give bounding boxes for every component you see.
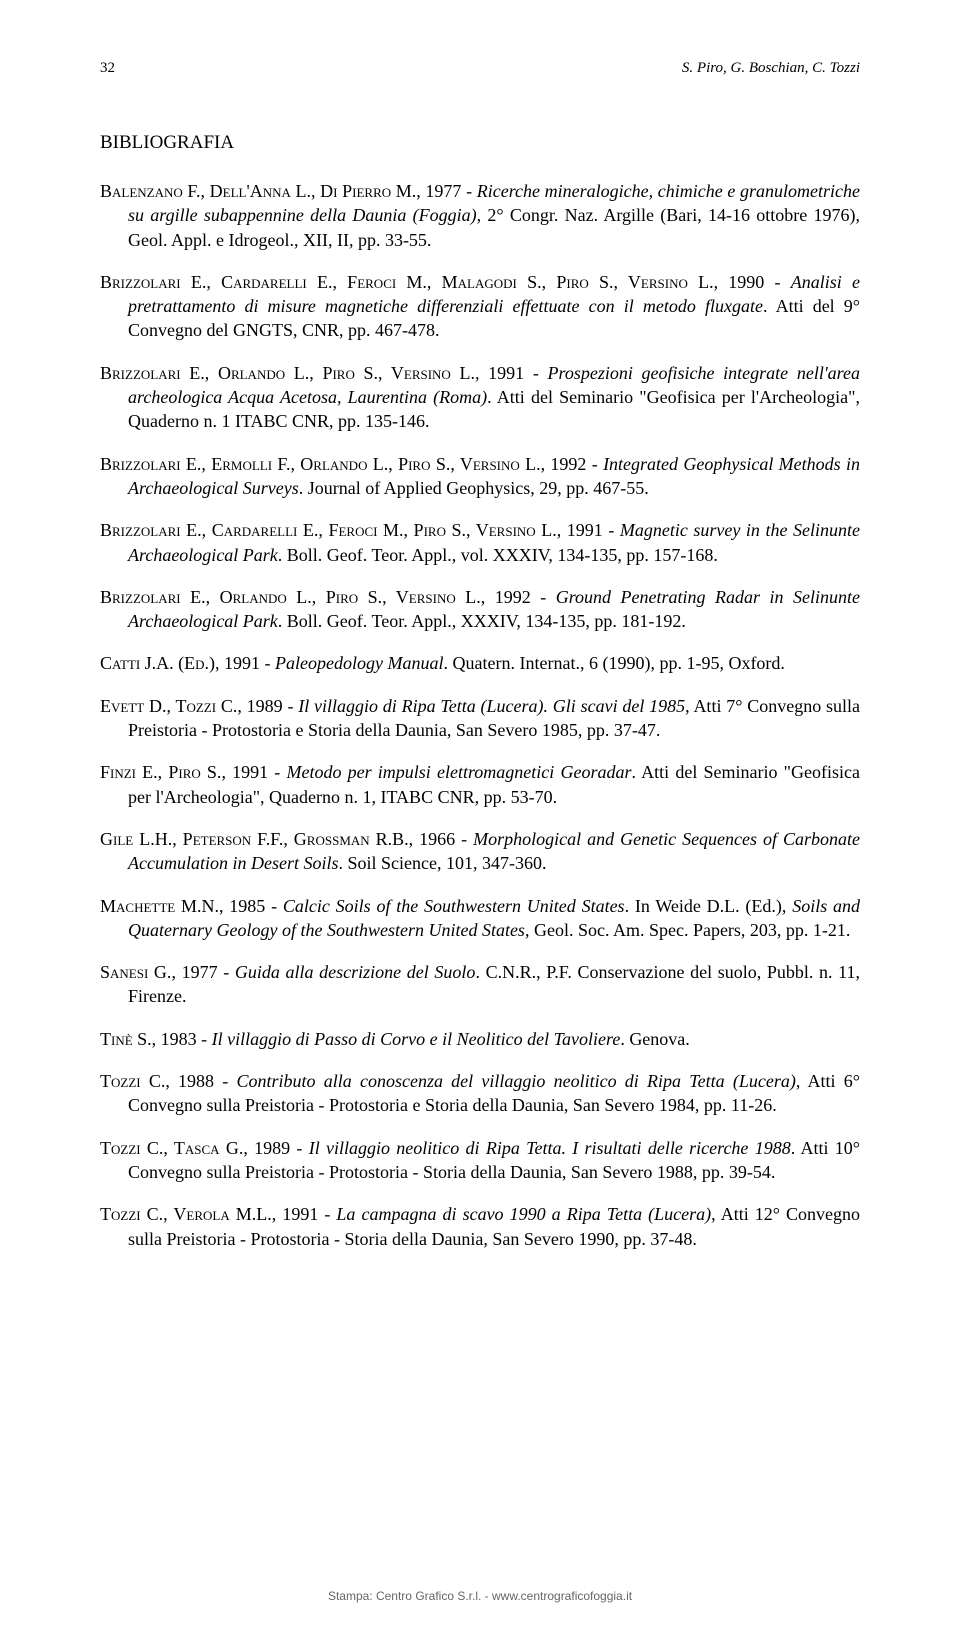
bib-authors: Gile L.H., Peterson F.F., Grossman R.B. xyxy=(100,829,409,849)
bib-title: Il villaggio di Passo di Corvo e il Neol… xyxy=(212,1029,621,1049)
bib-authors: Finzi E., Piro S. xyxy=(100,762,221,782)
bib-authors: Brizzolari E., Orlando L., Piro S., Vers… xyxy=(100,587,481,607)
bib-year: , 1992 - xyxy=(541,454,603,474)
bib-entry: Tinè S., 1983 - Il villaggio di Passo di… xyxy=(100,1027,860,1051)
bib-year: , 1977 - xyxy=(171,962,234,982)
bib-entry: Brizzolari E., Orlando L., Piro S., Vers… xyxy=(100,361,860,434)
bib-entry: Brizzolari E., Ermolli F., Orlando L., P… xyxy=(100,452,860,501)
bib-year: , 1983 - xyxy=(152,1029,212,1049)
bib-authors: Brizzolari E., Cardarelli E., Feroci M.,… xyxy=(100,520,557,540)
bib-authors: Balenzano F., Dell'Anna L., Di Pierro M. xyxy=(100,181,416,201)
bib-entry: Balenzano F., Dell'Anna L., Di Pierro M.… xyxy=(100,179,860,252)
bib-entry: Tozzi C., Verola M.L., 1991 - La campagn… xyxy=(100,1202,860,1251)
bib-title: Calcic Soils of the Southwestern United … xyxy=(283,896,625,916)
bib-authors: Evett D., Tozzi C. xyxy=(100,696,237,716)
bib-year: , 1991 - xyxy=(557,520,620,540)
bib-authors: Machette M.N. xyxy=(100,896,219,916)
bib-year: , 1966 - xyxy=(409,829,473,849)
bib-year: , 1989 - xyxy=(237,696,298,716)
bib-rest: . Journal of Applied Geophysics, 29, pp.… xyxy=(299,478,649,498)
bib-year: , 1991 - xyxy=(215,653,275,673)
bib-rest: . Genova. xyxy=(620,1029,689,1049)
bib-title: Paleopedology Manual xyxy=(275,653,443,673)
bib-entry: Brizzolari E., Cardarelli E., Feroci M.,… xyxy=(100,270,860,343)
bib-year: , 1989 - xyxy=(243,1138,308,1158)
bib-title: Il villaggio neolitico di Ripa Tetta. I … xyxy=(309,1138,791,1158)
bib-year: , 1991 - xyxy=(475,363,548,383)
footer-imprint: Stampa: Centro Grafico S.r.l. - www.cent… xyxy=(0,1589,960,1603)
bib-title: Metodo per impulsi elettromagnetici Geor… xyxy=(286,762,631,782)
bib-authors: Brizzolari E., Ermolli F., Orlando L., P… xyxy=(100,454,541,474)
bib-entry: Gile L.H., Peterson F.F., Grossman R.B.,… xyxy=(100,827,860,876)
bib-entry: Evett D., Tozzi C., 1989 - Il villaggio … xyxy=(100,694,860,743)
bib-entry: Finzi E., Piro S., 1991 - Metodo per imp… xyxy=(100,760,860,809)
bib-rest: . Soil Science, 101, 347-360. xyxy=(338,853,546,873)
bib-authors: Brizzolari E., Orlando L., Piro S., Vers… xyxy=(100,363,475,383)
bib-year: , 1992 - xyxy=(481,587,556,607)
running-head-text: S. Piro, G. Boschian, C. Tozzi xyxy=(682,60,860,77)
page-number: 32 xyxy=(100,60,115,77)
bib-rest: , Geol. Soc. Am. Spec. Papers, 203, pp. … xyxy=(525,920,850,940)
bib-year: , 1991 - xyxy=(272,1204,337,1224)
bib-authors: Tozzi C. xyxy=(100,1071,165,1091)
bibliography-list: Balenzano F., Dell'Anna L., Di Pierro M.… xyxy=(100,179,860,1251)
bib-entry: Catti J.A. (Ed.), 1991 - Paleopedology M… xyxy=(100,651,860,675)
bib-rest: . Boll. Geof. Teor. Appl., XXXIV, 134-13… xyxy=(278,611,686,631)
bib-year: , 1985 - xyxy=(219,896,283,916)
bib-year: , 1988 - xyxy=(165,1071,236,1091)
bib-authors: Catti J.A. (Ed.) xyxy=(100,653,215,673)
running-head: 32 S. Piro, G. Boschian, C. Tozzi xyxy=(100,60,860,77)
bib-authors: Sanesi G. xyxy=(100,962,171,982)
bib-year: , 1991 - xyxy=(221,762,286,782)
bib-entry: Brizzolari E., Cardarelli E., Feroci M.,… xyxy=(100,518,860,567)
bib-rest: . Boll. Geof. Teor. Appl., vol. XXXIV, 1… xyxy=(278,545,718,565)
bib-title: Il villaggio di Ripa Tetta (Lucera). Gli… xyxy=(298,696,685,716)
bib-entry: Machette M.N., 1985 - Calcic Soils of th… xyxy=(100,894,860,943)
bib-rest: . Quatern. Internat., 6 (1990), pp. 1-95… xyxy=(444,653,785,673)
bib-entry: Sanesi G., 1977 - Guida alla descrizione… xyxy=(100,960,860,1009)
bib-authors: Tozzi C., Verola M.L. xyxy=(100,1204,272,1224)
bib-entry: Tozzi C., 1988 - Contributo alla conosce… xyxy=(100,1069,860,1118)
bib-authors: Tozzi C., Tasca G. xyxy=(100,1138,243,1158)
bib-entry: Tozzi C., Tasca G., 1989 - Il villaggio … xyxy=(100,1136,860,1185)
bib-title: Contributo alla conoscenza del villaggio… xyxy=(237,1071,796,1091)
page: 32 S. Piro, G. Boschian, C. Tozzi BIBLIO… xyxy=(0,0,960,1633)
bib-entry: Brizzolari E., Orlando L., Piro S., Vers… xyxy=(100,585,860,634)
bib-authors: Brizzolari E., Cardarelli E., Feroci M.,… xyxy=(100,272,714,292)
bib-authors: Tinè S. xyxy=(100,1029,152,1049)
bib-rest-pre: . In Weide D.L. (Ed.), xyxy=(625,896,793,916)
section-title: BIBLIOGRAFIA xyxy=(100,132,860,154)
bib-year: , 1977 - xyxy=(416,181,476,201)
bib-title: Guida alla descrizione del Suolo xyxy=(235,962,476,982)
bib-title: La campagna di scavo 1990 a Ripa Tetta (… xyxy=(336,1204,711,1224)
bib-year: , 1990 - xyxy=(714,272,791,292)
